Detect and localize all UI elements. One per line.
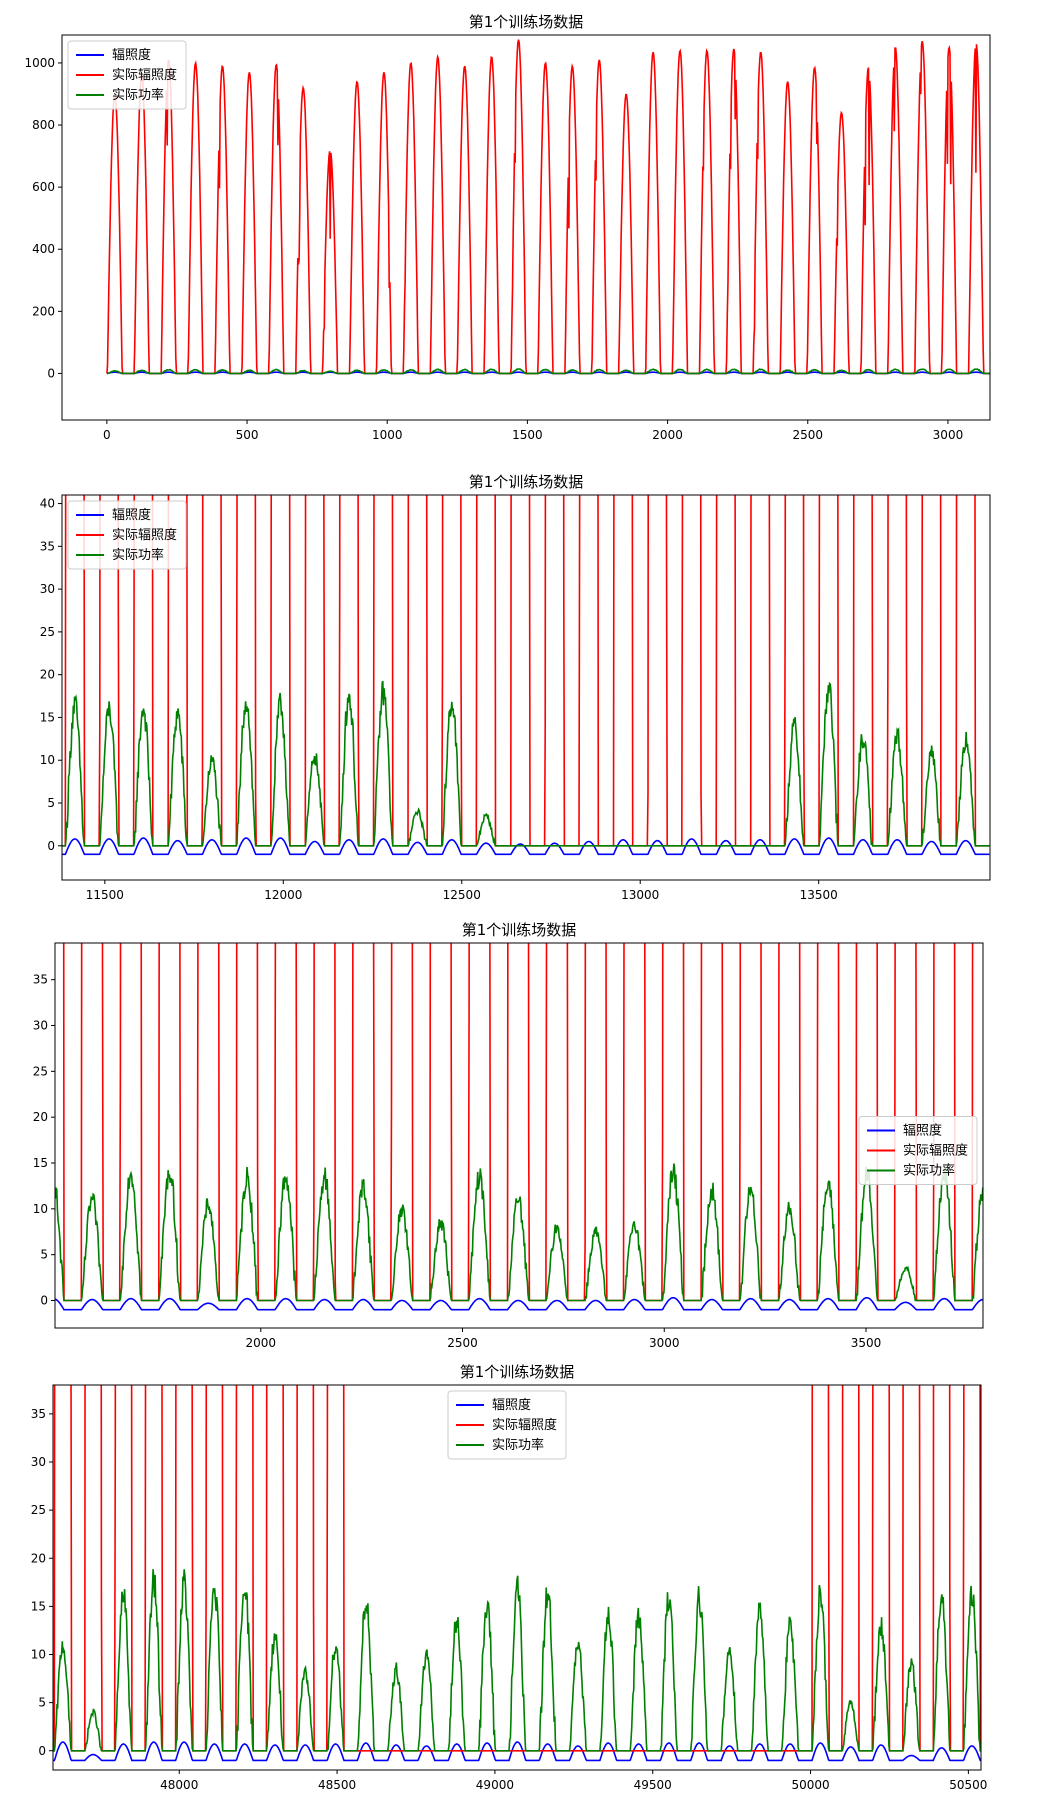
series-actual-irradiance-line [106,39,990,375]
y-tick-label: 5 [47,796,55,810]
y-tick-label: 10 [40,753,55,767]
x-tick-label: 2500 [792,428,823,442]
chart-title: 第1个训练场数据 [469,13,584,31]
x-tick-label: 500 [236,428,259,442]
x-tick-label: 0 [103,428,111,442]
x-tick-label: 2000 [652,428,683,442]
y-tick-label: 10 [31,1648,46,1662]
y-tick-label: 35 [40,539,55,553]
y-tick-label: 25 [31,1503,46,1517]
y-tick-label: 35 [31,1407,46,1421]
y-tick-label: 15 [40,710,55,724]
x-tick-label: 49500 [634,1778,672,1792]
series-actual-power-line [53,1569,981,1752]
series-actual-power-line [55,1163,983,1302]
y-tick-label: 600 [32,180,55,194]
x-tick-label: 3000 [933,428,964,442]
y-tick-label: 25 [40,625,55,639]
chart-4: 第1个训练场数据 48000 48500 49000 49500 50000 50500 0 5… [31,1363,988,1792]
legend-label: 辐照度 [112,507,151,523]
series-irradiance-line [55,1297,983,1311]
y-tick-label: 20 [40,668,55,682]
chart-2: 第1个训练场数据 11500 12000 12500 13000 13500 0 5 10 15 2… [40,473,991,902]
series-actual-irradiance-line [53,1385,981,1752]
y-tick-label: 10 [33,1202,48,1216]
chart-title: 第1个训练场数据 [460,1363,575,1381]
legend-label: 实际功率 [112,87,164,103]
y-tick-label: 5 [40,1248,48,1262]
y-tick-label: 0 [47,839,55,853]
axes-frame [54,942,984,1329]
y-tick-label: 40 [40,497,55,511]
y-tick-label: 15 [31,1599,46,1613]
x-tick-label: 2000 [246,1336,277,1350]
legend-label: 辐照度 [903,1123,942,1139]
legend-label: 实际辐照度 [112,67,177,83]
axes-frame [61,34,991,421]
y-tick-label: 0 [40,1294,48,1308]
x-tick-label: 12500 [443,888,481,902]
x-tick-label: 13500 [800,888,838,902]
legend-label: 实际功率 [492,1437,544,1453]
y-tick-label: 30 [31,1455,46,1469]
y-tick-label: 800 [32,118,55,132]
x-tick-label: 50500 [949,1778,987,1792]
y-tick-label: 1000 [24,56,55,70]
legend-label: 实际辐照度 [492,1417,557,1433]
x-tick-label: 48000 [160,1778,198,1792]
series-irradiance-line [62,837,990,856]
series-irradiance-line [53,1741,981,1762]
x-tick-label: 3500 [851,1336,882,1350]
axes-frame [52,1384,982,1771]
axes-frame [61,494,991,881]
legend-label: 实际辐照度 [112,527,177,543]
x-tick-label: 2500 [447,1336,478,1350]
y-tick-label: 0 [47,366,55,380]
y-tick-label: 35 [33,973,48,987]
y-tick-label: 400 [32,242,55,256]
x-tick-label: 1500 [512,428,543,442]
x-tick-label: 49000 [476,1778,514,1792]
x-tick-label: 1000 [372,428,403,442]
chart-title: 第1个训练场数据 [462,921,577,939]
y-tick-label: 25 [33,1064,48,1078]
series-actual-power-line [62,680,990,847]
series-actual-irradiance-line [62,495,990,847]
chart-1: 第1个训练场数据 0 500 1000 1500 2000 2500 3000 0 200 400 6… [24,13,991,442]
legend-label: 辐照度 [492,1397,531,1413]
x-tick-label: 48500 [318,1778,356,1792]
y-tick-label: 30 [40,582,55,596]
x-tick-label: 13000 [621,888,659,902]
chart-3: 第1个训练场数据 2000 2500 3000 3500 0 5 10 15 20 25 30 35 辐照… [33,921,984,1350]
y-tick-label: 5 [38,1696,46,1710]
x-tick-label: 50000 [791,1778,829,1792]
legend-label: 实际功率 [112,547,164,563]
series-actual-power-line [106,368,990,375]
y-tick-label: 0 [38,1744,46,1758]
y-tick-label: 200 [32,304,55,318]
legend-label: 实际功率 [903,1163,955,1179]
x-tick-label: 12000 [264,888,302,902]
chart-title: 第1个训练场数据 [469,473,584,491]
legend-label: 实际辐照度 [903,1143,968,1159]
y-tick-label: 30 [33,1019,48,1033]
y-tick-label: 20 [31,1551,46,1565]
x-tick-label: 11500 [86,888,124,902]
x-tick-label: 3000 [649,1336,680,1350]
legend-label: 辐照度 [112,47,151,63]
y-tick-label: 20 [33,1110,48,1124]
y-tick-label: 15 [33,1156,48,1170]
